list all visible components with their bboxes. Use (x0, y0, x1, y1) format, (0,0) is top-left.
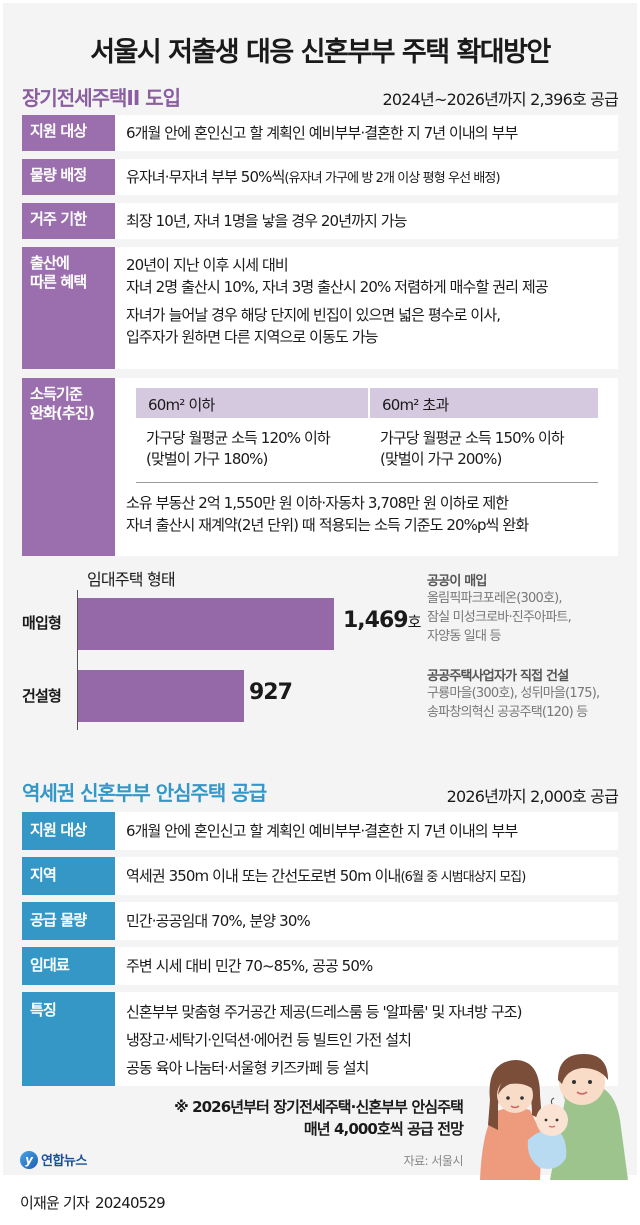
s2-feature-line: 신혼부부 맞춤형 주거공간 제공(드레스룸 등 '알파룸' 및 자녀방 구조) (126, 1003, 523, 1021)
s1-row-value: 6개월 안에 혼인신고 할 계획인 예비부부·결혼한 지 7년 이내의 부부 (126, 124, 518, 142)
s1-row-value-note: (유자녀 가구에 방 2개 이상 평형 우선 배정) (284, 171, 500, 186)
income-condition-line: 소유 부동산 2억 1,550만 원 이하·자동차 3,708만 원 이하로 제… (126, 494, 509, 512)
income-cell-small-line1: 가구당 월평균 소득 120% 이하 (146, 429, 331, 447)
chart-title: 임대주택 형태 (87, 570, 176, 589)
s2-row-label: 공급 물량 (22, 902, 115, 940)
s1-row-label: 지원 대상 (22, 115, 115, 151)
annotation-construction-title: 공공주택사업자가 직접 건설 (427, 669, 569, 684)
s2-row-label: 지역 (22, 857, 115, 895)
section1-subtitle: 2024년~2026년까지 2,396호 공급 (382, 90, 619, 109)
family-illustration-icon (480, 1054, 628, 1180)
footnote-line1: ※ 2026년부터 장기전세주택·신혼부부 안심주택 (174, 1098, 464, 1116)
source-text: 자료: 서울시 (403, 1154, 463, 1168)
s2-feature-line: 공동 육아 나눔터·서울형 키즈카페 등 설치 (126, 1059, 369, 1077)
income-table-divider (136, 482, 598, 483)
s1-benefit-line: 자녀가 늘어날 경우 해당 단지에 빈집이 있으면 넓은 평수로 이사, (126, 306, 501, 324)
annotation-purchase-title: 공공이 매입 (427, 574, 487, 589)
annotation-construction-body: 구룡마을(300호), 성뒤마을(175), 송파창의혁신 공공주택(120) … (427, 686, 600, 720)
income-table-header-small: 60m² 이하 (136, 388, 368, 418)
s2-row-value: 민간·공공임대 70%, 분양 30% (126, 912, 311, 930)
s1-row-target: 지원 대상 6개월 안에 혼인신고 할 계획인 예비부부·결혼한 지 7년 이내… (22, 115, 618, 151)
s1-row-label: 물량 배정 (22, 159, 115, 195)
bar-value-purchase: 1,469호 (343, 608, 421, 633)
s2-row-value: 6개월 안에 혼인신고 할 계획인 예비부부·결혼한 지 7년 이내의 부부 (126, 822, 518, 840)
byline: 이재윤 기자 20240529 (20, 1192, 166, 1213)
section2-title: 역세권 신혼부부 안심주택 공급 (22, 781, 267, 805)
bar-value-construction: 927 (249, 680, 293, 705)
chart-axis (77, 590, 78, 730)
logo-mark-icon: y (20, 1150, 38, 1169)
yonhap-logo: y 연합뉴스 (20, 1150, 87, 1169)
s1-row-birth-benefit: 출산에 따른 혜택 20년이 지난 이후 시세 대비 자녀 2명 출산시 10%… (22, 247, 618, 369)
s1-row-label: 거주 기한 (22, 203, 115, 239)
s2-row-target: 지원 대상 6개월 안에 혼인신고 할 계획인 예비부부·결혼한 지 7년 이내… (22, 812, 618, 850)
s1-benefit-line: 자녀 2명 출산시 10%, 자녀 3명 출산시 20% 저렴하게 매수할 권리… (126, 278, 549, 296)
income-cell-large-line1: 가구당 월평균 소득 150% 이하 (380, 429, 565, 447)
logo-text: 연합뉴스 (41, 1154, 87, 1169)
income-condition-line: 자녀 출산시 재계약(2년 단위) 때 적용되는 소득 기준도 20%p씩 완화 (126, 516, 529, 534)
section1-title: 장기전세주택II 도입 (22, 86, 181, 110)
s2-row-label: 특징 (22, 992, 115, 1086)
s2-row-label: 지원 대상 (22, 812, 115, 850)
s1-row-label-line1: 소득기준 (30, 385, 83, 403)
page-title: 서울시 저출생 대응 신혼부부 주택 확대방안 (90, 37, 551, 68)
footnote: ※ 2026년부터 장기전세주택·신혼부부 안심주택 매년 4,000호씩 공급… (174, 1096, 464, 1140)
s1-row-duration: 거주 기한 최장 10년, 자녀 1명을 낳을 경우 20년까지 가능 (22, 203, 618, 239)
s2-feature-line: 냉장고·세탁기·인덕션·에어컨 등 빌트인 가전 설치 (126, 1031, 412, 1049)
income-cell-small-line2: (맞벌이 가구 180%) (146, 450, 268, 468)
annotation-purchase-body: 올림픽파크포레온(300호), 잠실 미성크로바·진주아파트, 자양동 일대 등 (427, 591, 572, 644)
s2-row-region: 지역 역세권 350m 이내 또는 간선도로변 50m 이내(6월 중 시범대상… (22, 857, 618, 895)
s1-row-label-line2: 따른 혜택 (30, 273, 87, 291)
income-table-header-large: 60m² 초과 (370, 388, 598, 418)
s1-row-allocation: 물량 배정 유자녀·무자녀 부부 50%씩(유자녀 가구에 방 2개 이상 평형… (22, 159, 618, 195)
section2-subtitle: 2026년까지 2,000호 공급 (446, 787, 619, 806)
s2-row-value-note: (6월 중 시범대상지 모집) (400, 870, 526, 885)
s2-row-rent: 임대료 주변 시세 대비 민간 70~85%, 공공 50% (22, 947, 618, 985)
byline-date: 20240529 (94, 1194, 166, 1212)
bar-label-purchase: 매입형 (22, 614, 62, 632)
s2-row-label: 임대료 (22, 947, 115, 985)
bar-purchase (78, 598, 334, 650)
s1-benefit-line: 입주자가 원하면 다른 지역으로 이동도 가능 (126, 328, 378, 346)
s1-row-label-line1: 출산에 (30, 254, 70, 272)
s1-row-value: 유자녀·무자녀 부부 50%씩 (126, 168, 285, 186)
s2-row-value: 역세권 350m 이내 또는 간선도로변 50m 이내 (126, 867, 401, 885)
s1-row-label-line2: 완화(추진) (30, 404, 95, 422)
s1-row-value: 최장 10년, 자녀 1명을 낳을 경우 20년까지 가능 (126, 212, 407, 230)
s2-row-supply: 공급 물량 민간·공공임대 70%, 분양 30% (22, 902, 618, 940)
income-cell-large-line2: (맞벌이 가구 200%) (380, 450, 502, 468)
s2-row-value: 주변 시세 대비 민간 70~85%, 공공 50% (126, 957, 373, 975)
bar-label-construction: 건설형 (22, 687, 62, 705)
byline-author: 이재윤 기자 (20, 1194, 90, 1212)
s1-row-income-criteria: 소득기준 완화(추진) 60m² 이하 60m² 초과 가구당 월평균 소득 1… (22, 378, 618, 556)
footnote-line2: 매년 4,000호씩 공급 전망 (303, 1120, 464, 1138)
s1-benefit-line: 20년이 지난 이후 시세 대비 (126, 256, 289, 274)
bar-construction (78, 670, 244, 722)
